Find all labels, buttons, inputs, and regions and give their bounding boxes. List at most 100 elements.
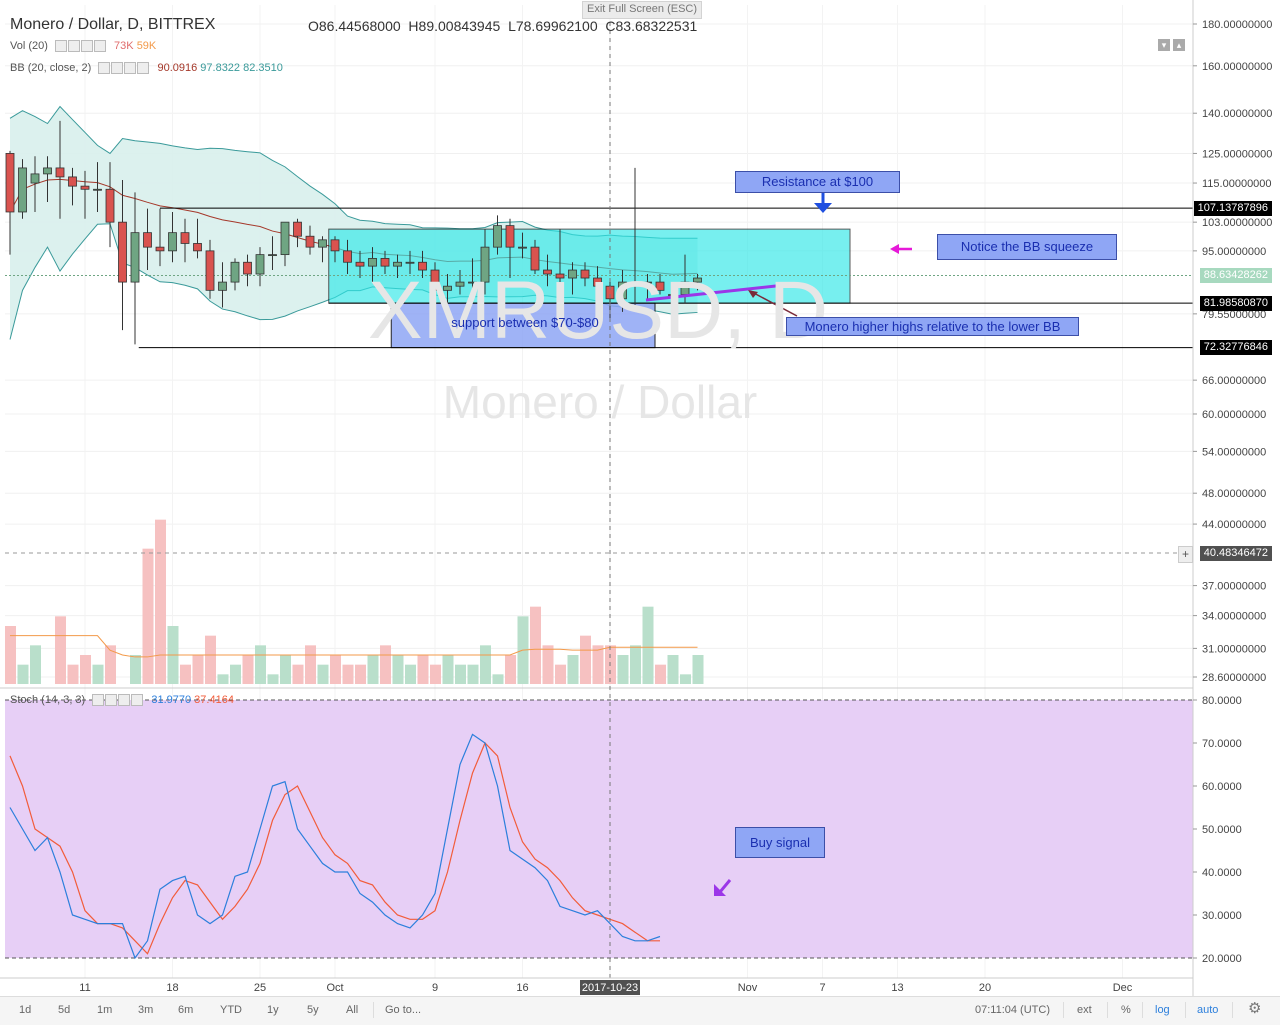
toolbar-divider [1232,1002,1233,1018]
volume-bar [592,645,604,684]
volume-controls[interactable] [54,40,107,53]
volume-bar [330,655,341,684]
candle-body [330,239,340,252]
range-5d-button[interactable]: 5d [58,1004,71,1016]
volume-bar [467,664,479,684]
window-controls[interactable]: ▾ ▴ [1158,35,1188,53]
volume-bar [492,674,504,684]
level-lines [5,207,1193,349]
volume-bar [30,645,41,684]
range-all-button[interactable]: All [346,1004,359,1016]
volume-bar [230,664,241,684]
volume-bar [280,655,291,684]
maximize-icon[interactable]: ▴ [1173,39,1185,51]
candle-body [180,232,190,244]
candle-body [205,250,215,291]
gear-icon[interactable]: ⚙ [1248,1000,1262,1017]
candle-body [230,261,240,283]
price-tick-label: 31.00000000 [1202,643,1266,655]
volume-bar [317,664,329,684]
auto-toggle[interactable]: auto [1197,1004,1219,1016]
time-tick-label: 11 [79,982,90,994]
range-1m-button[interactable]: 1m [97,1004,113,1016]
candle-body [80,185,90,190]
stoch-controls[interactable] [92,694,144,707]
price-tick-label: 140.00000000 [1202,108,1272,120]
volume-bar [442,655,454,684]
volume-bar [555,664,566,684]
range-ytd-button[interactable]: YTD [220,1004,242,1016]
volume-bar [642,606,654,684]
higher-lows-trendline [645,283,786,302]
stoch-background [5,700,1193,958]
range-6m-button[interactable]: 6m [178,1004,194,1016]
stoch-lines [9,733,661,960]
candle-body [618,281,627,300]
volume-ma-line [10,635,698,658]
volume-value-2: 59K [136,40,157,52]
watermark-name: Monero / Dollar [443,376,757,428]
stoch-legend[interactable]: Stoch (14, 3, 3) 31.9770 37.4164 [10,694,234,707]
candle-body [268,254,277,257]
volume-bar [17,664,29,684]
volume-bar [405,664,416,684]
candle-body [518,246,527,249]
time-tick-label: Dec [1113,982,1133,994]
bb-legend[interactable]: BB (20, close, 2) 90.0916 97.8322 82.351… [10,62,283,75]
volume-bar [205,635,216,684]
cursor-date-bg [580,980,640,995]
candle-body [255,254,265,275]
volume-bar [342,664,354,684]
goto-button[interactable]: Go to... [385,1004,422,1016]
exit-fullscreen-button[interactable]: Exit Full Screen (ESC) [582,1,702,19]
range-1y-button[interactable]: 1y [267,1004,279,1016]
consolidation-box [328,228,851,304]
toolbar-divider [1142,1002,1143,1018]
candle-body [305,235,315,248]
price-tick-label: 48.00000000 [1202,488,1266,500]
price-tick-label: 54.00000000 [1202,446,1266,458]
candle-body [280,221,290,256]
stoch-panel [0,687,1193,959]
volume-label: Vol (20) [10,40,48,52]
price-tick-label: 125.00000000 [1202,148,1272,160]
time-tick-label: 9 [432,982,438,994]
price-tick-label: 28.60000000 [1202,672,1266,684]
volume-bar [505,655,516,684]
volume-bar [217,674,229,684]
higher-highs-annotation: Monero higher highs relative to the lowe… [786,317,1079,336]
candle-body [143,232,152,248]
cursor-date-label: 2017-10-23 [582,982,638,994]
volume-legend[interactable]: Vol (20) 73K 59K [10,40,157,53]
price-tick-label: 79.55000000 [1202,309,1266,321]
range-3m-button[interactable]: 3m [138,1004,154,1016]
minimize-icon[interactable]: ▾ [1158,39,1170,51]
range-1d-button[interactable]: 1d [19,1004,32,1016]
candle-body [405,261,415,264]
volume-bar [392,655,404,684]
bb-value-upper: 97.8322 [200,62,241,74]
annotation-boxes [328,228,851,349]
volume-bar [655,664,666,684]
clock: 07:11:04 (UTC) [975,1004,1050,1016]
time-tick-label: Oct [326,982,343,994]
time-tick-label: 13 [891,982,903,994]
candle-body [93,188,102,191]
bb-controls[interactable] [98,62,150,75]
time-tick-label: 25 [254,982,266,994]
candle-body [243,261,252,275]
candle-body [193,243,202,252]
stoch-tick-label: 40.0000 [1202,867,1242,879]
log-toggle[interactable]: log [1155,1004,1170,1016]
percent-toggle[interactable]: % [1121,1004,1131,1016]
range-5y-button[interactable]: 5y [307,1004,319,1016]
ext-toggle[interactable]: ext [1077,1004,1092,1016]
time-tick-label: 18 [166,982,178,994]
candle-body [430,269,440,291]
add-alert-button[interactable]: + [1178,546,1193,563]
candle-body [118,221,127,283]
candle-body [693,277,702,283]
candle-body [68,176,77,187]
volume-bar [567,655,579,684]
